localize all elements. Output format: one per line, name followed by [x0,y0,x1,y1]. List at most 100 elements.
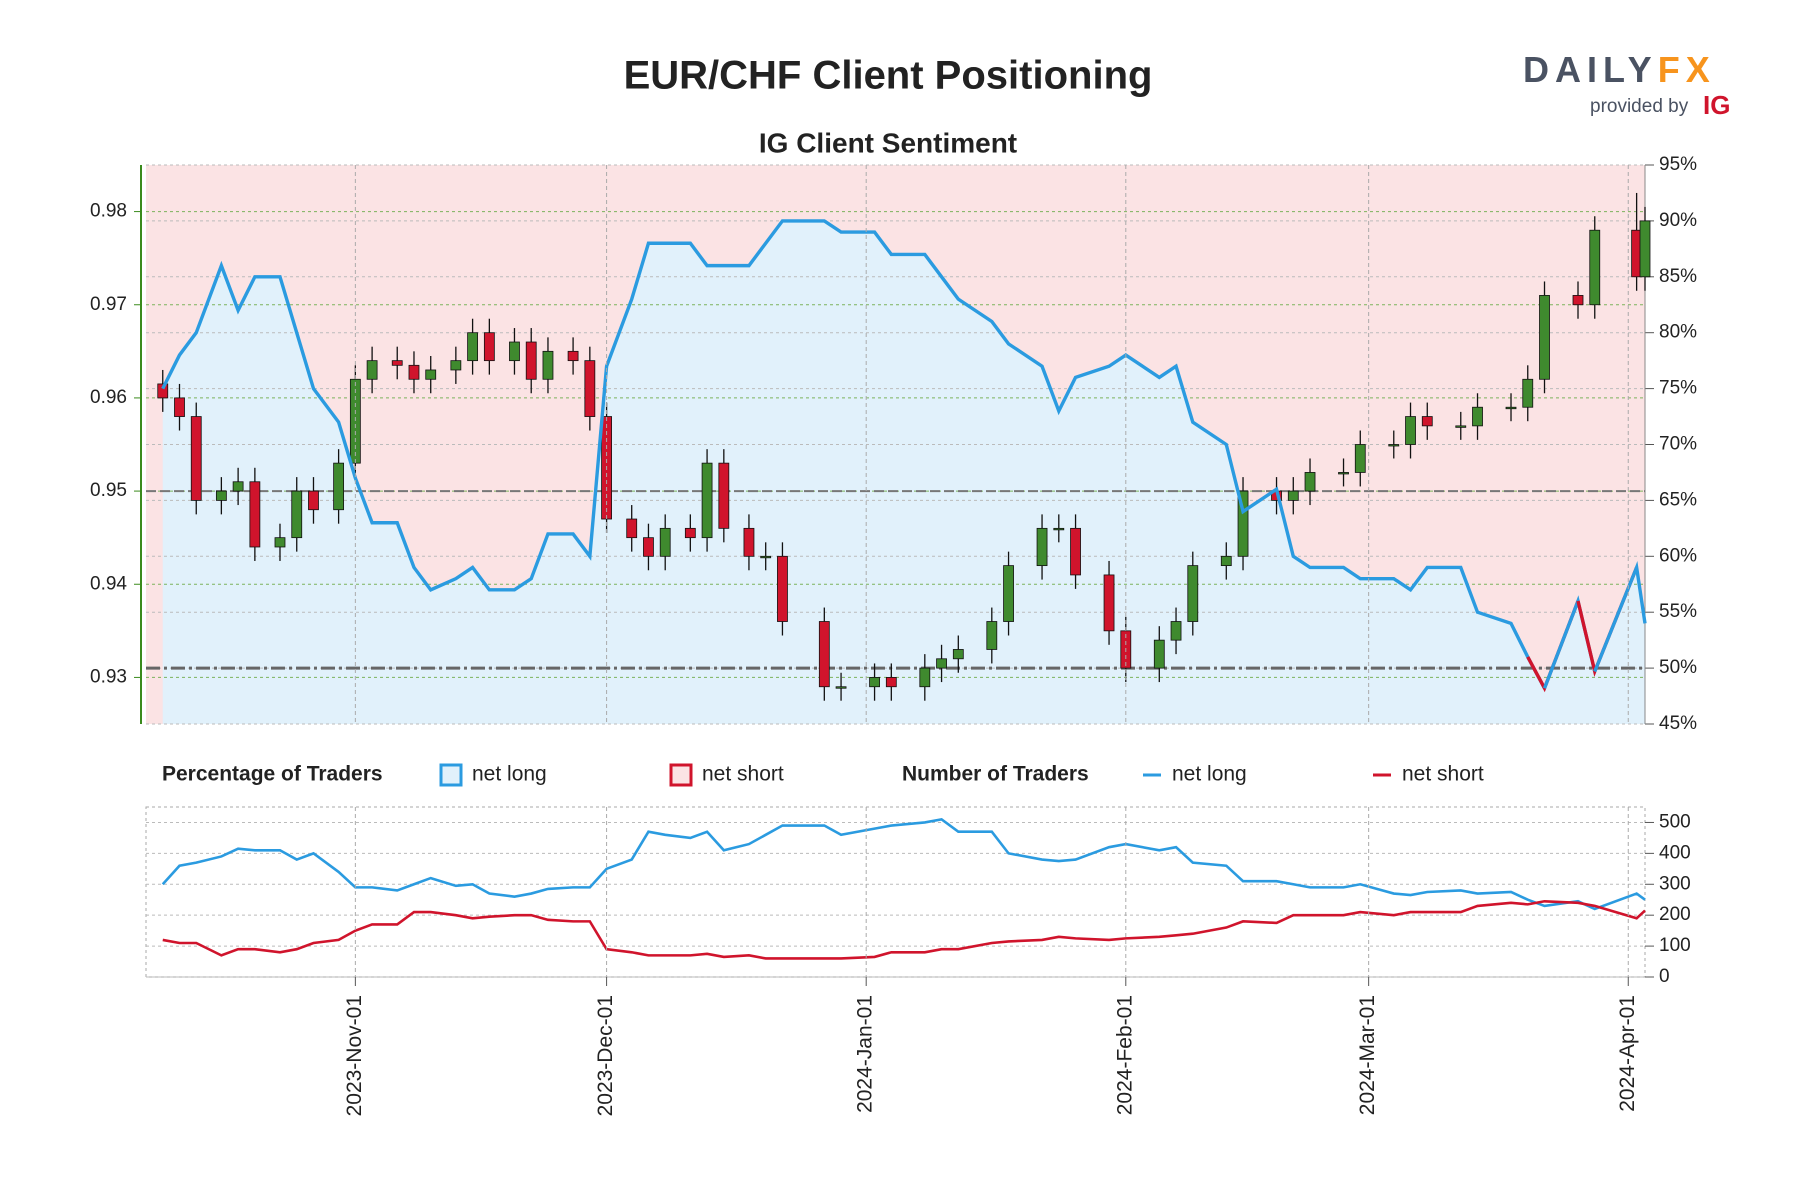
candle-body [1472,406,1483,427]
legend-swatch [669,763,693,787]
x-tick-label: 2023-Dec-01 [594,995,617,1116]
candle-body [525,341,537,380]
candle-body [743,527,755,557]
candle-body [986,621,998,650]
y-tick-label: 0.98 [90,201,127,222]
candle-body [509,341,520,362]
sentiment-area [162,220,1646,724]
candle-body [1421,416,1433,427]
sentiment-line [1593,561,1647,673]
candle-body [391,360,403,366]
candle-body [818,621,830,688]
candle-body [1589,229,1601,306]
candle-body [1287,490,1299,501]
candle-body [1639,220,1651,278]
candle-body [936,658,947,669]
y2-tick-label: 45% [1659,713,1697,734]
y-tick-label: 200 [1659,904,1691,925]
candle-body [1455,425,1467,428]
candle-body [885,677,897,688]
candle-body [684,527,696,539]
legend-label: net short [702,763,784,786]
candle-body [1153,639,1165,669]
x-tick-label: 2024-Apr-01 [1616,995,1639,1112]
plot-border [145,806,1646,978]
candle-body [1187,565,1199,622]
x-tick-label: 2024-Jan-01 [854,995,877,1113]
brand-part: FX [1658,49,1716,90]
y-tick-label: 100 [1659,935,1691,956]
candle-body [467,332,478,362]
candle-body [835,686,847,689]
candle-body [190,416,202,501]
legend-swatch [439,763,463,787]
candle-body [718,462,730,529]
candle-body [1539,295,1550,380]
provided-by: provided by [1590,96,1689,117]
legend-title: Percentage of Traders [162,763,383,786]
candle-body [291,490,303,539]
y2-tick-label: 80% [1659,322,1697,343]
candle-body [1522,378,1534,408]
candle-body [1220,555,1232,567]
candle-body [952,649,964,660]
y-tick-label: 300 [1659,873,1691,894]
candle-body [232,481,244,492]
candle-body [174,397,185,417]
candle-body [626,518,638,539]
candle-body [450,360,462,371]
candle-body [308,490,319,511]
candle-body [542,350,554,380]
chart-title: EUR/CHF Client Positioning [624,54,1153,98]
candle-body [643,537,654,557]
traders-line [162,899,1646,960]
candle-body [1053,527,1065,531]
y2-tick-label: 70% [1659,434,1697,455]
candle-body [274,537,286,548]
y-tick-label: 500 [1659,811,1691,832]
y2-tick-label: 60% [1659,545,1697,566]
candle-body [1405,416,1416,445]
candle-body [1505,406,1517,410]
candle-body [1070,527,1081,576]
candle-body [659,527,671,557]
x-tick-label: 2024-Mar-01 [1356,995,1379,1115]
legend-label: net long [472,763,547,786]
candle-body [366,360,378,380]
candle-body [1103,574,1115,632]
ig-logo: IG [1703,90,1730,120]
sentiment-line [161,219,1547,690]
candle-body [408,364,420,380]
candle-body [1388,444,1400,447]
candle-body [425,369,437,380]
legend-label: net long [1172,763,1247,786]
y2-tick-label: 65% [1659,489,1697,510]
y-tick-label: 400 [1659,842,1691,863]
candle-body [215,490,227,501]
y-tick-label: 0.95 [90,480,127,501]
brand-part: DAILY [1523,49,1658,90]
y-tick-label: 0.94 [90,573,127,594]
y2-tick-label: 95% [1659,154,1697,175]
candle-body [701,462,713,539]
legend-label: net short [1402,763,1484,786]
y2-tick-label: 85% [1659,266,1697,287]
y-tick-label: 0.97 [90,294,127,315]
x-tick-label: 2023-Nov-01 [343,995,366,1116]
y-tick-label: 0 [1659,966,1670,987]
candle-body [1354,444,1366,473]
candle-body [249,481,261,548]
y2-tick-label: 90% [1659,210,1697,231]
y-tick-label: 0.93 [90,666,127,687]
traders-line [161,817,1646,911]
y2-tick-label: 55% [1659,601,1697,622]
candle-body [1003,565,1014,622]
candle-body [760,555,772,559]
y-tick-label: 0.96 [90,387,127,408]
candle-body [567,350,579,362]
candle-body [869,677,880,688]
candle-body [1304,472,1316,492]
candle-body [1036,527,1048,567]
candle-body [157,383,169,399]
